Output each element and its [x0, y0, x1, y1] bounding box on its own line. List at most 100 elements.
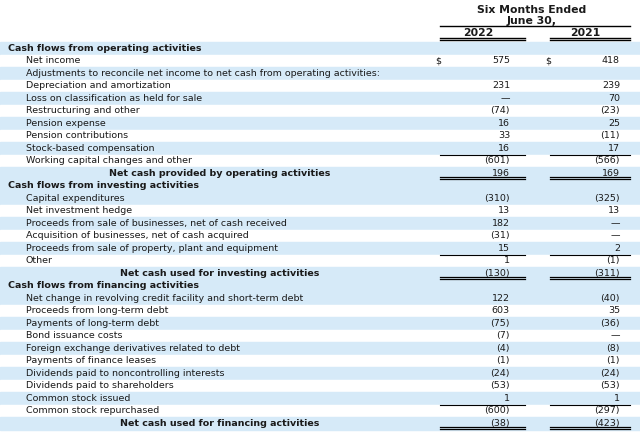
Bar [0, 354, 640, 367]
Text: (297): (297) [595, 406, 620, 415]
Bar [0, 42, 640, 55]
Text: (566): (566) [595, 156, 620, 165]
Text: 70: 70 [608, 94, 620, 103]
Text: 231: 231 [492, 81, 510, 90]
Text: (31): (31) [490, 231, 510, 240]
Text: 33: 33 [498, 131, 510, 140]
Text: Capital expenditures: Capital expenditures [26, 194, 125, 203]
Text: (310): (310) [484, 194, 510, 203]
Text: Proceeds from sale of businesses, net of cash received: Proceeds from sale of businesses, net of… [26, 219, 287, 228]
Text: 13: 13 [498, 206, 510, 215]
Text: Net cash used for financing activities: Net cash used for financing activities [120, 419, 320, 428]
Text: —: — [500, 94, 510, 103]
Text: 1: 1 [504, 256, 510, 265]
Bar [0, 217, 640, 229]
Text: (1): (1) [497, 356, 510, 365]
Bar [0, 117, 640, 129]
Text: 16: 16 [498, 119, 510, 128]
Bar [0, 280, 640, 292]
Text: 575: 575 [492, 56, 510, 65]
Bar [0, 155, 640, 167]
Text: Pension expense: Pension expense [26, 119, 106, 128]
Text: Dividends paid to shareholders: Dividends paid to shareholders [26, 381, 173, 390]
Bar [0, 79, 640, 92]
Text: (24): (24) [490, 369, 510, 378]
Text: Acquisition of businesses, net of cash acquired: Acquisition of businesses, net of cash a… [26, 231, 249, 240]
Text: 25: 25 [608, 119, 620, 128]
Text: Cash flows from operating activities: Cash flows from operating activities [8, 44, 202, 53]
Text: —: — [611, 219, 620, 228]
Bar [0, 305, 640, 317]
Text: (7): (7) [497, 331, 510, 340]
Text: Net cash provided by operating activities: Net cash provided by operating activitie… [109, 169, 331, 178]
Bar [0, 55, 640, 67]
Text: Pension contributions: Pension contributions [26, 131, 128, 140]
Bar [0, 167, 640, 180]
Text: (4): (4) [497, 344, 510, 353]
Bar [0, 392, 640, 405]
Text: 2: 2 [614, 244, 620, 253]
Text: Adjustments to reconcile net income to net cash from operating activities:: Adjustments to reconcile net income to n… [26, 69, 380, 78]
Text: 1: 1 [614, 394, 620, 403]
Text: 239: 239 [602, 81, 620, 90]
Bar [0, 379, 640, 392]
Text: Other: Other [26, 256, 53, 265]
Text: 2022: 2022 [463, 28, 493, 38]
Text: 2021: 2021 [570, 28, 600, 38]
Text: (40): (40) [600, 294, 620, 303]
Text: 35: 35 [608, 306, 620, 315]
Bar [0, 92, 640, 104]
Text: Bond issuance costs: Bond issuance costs [26, 331, 122, 340]
Text: $: $ [435, 56, 441, 65]
Text: (53): (53) [490, 381, 510, 390]
Text: Net change in revolving credit facility and short-term debt: Net change in revolving credit facility … [26, 294, 303, 303]
Text: (423): (423) [595, 419, 620, 428]
Text: Stock-based compensation: Stock-based compensation [26, 144, 154, 153]
Text: (601): (601) [484, 156, 510, 165]
Bar [0, 254, 640, 267]
Text: 603: 603 [492, 306, 510, 315]
Text: (130): (130) [484, 269, 510, 278]
Text: (1): (1) [607, 356, 620, 365]
Text: Cash flows from financing activities: Cash flows from financing activities [8, 281, 199, 290]
Text: $: $ [545, 56, 551, 65]
Text: 16: 16 [498, 144, 510, 153]
Text: Common stock repurchased: Common stock repurchased [26, 406, 159, 415]
Bar [0, 129, 640, 142]
Text: —: — [611, 331, 620, 340]
Text: 1: 1 [504, 394, 510, 403]
Bar [0, 142, 640, 155]
Text: 17: 17 [608, 144, 620, 153]
Text: Working capital changes and other: Working capital changes and other [26, 156, 192, 165]
Text: (311): (311) [595, 269, 620, 278]
Text: June 30,: June 30, [506, 16, 557, 26]
Bar [0, 367, 640, 379]
Text: Net cash used for investing activities: Net cash used for investing activities [120, 269, 320, 278]
Text: 182: 182 [492, 219, 510, 228]
Text: Net investment hedge: Net investment hedge [26, 206, 132, 215]
Text: 418: 418 [602, 56, 620, 65]
Bar [0, 405, 640, 417]
Bar [0, 242, 640, 254]
Text: (23): (23) [600, 106, 620, 115]
Bar [0, 192, 640, 204]
Text: Six Months Ended: Six Months Ended [477, 5, 586, 15]
Text: Dividends paid to noncontrolling interests: Dividends paid to noncontrolling interes… [26, 369, 225, 378]
Bar [0, 329, 640, 342]
Text: Proceeds from long-term debt: Proceeds from long-term debt [26, 306, 168, 315]
Text: 169: 169 [602, 169, 620, 178]
Text: Net income: Net income [26, 56, 81, 65]
Text: Payments of long-term debt: Payments of long-term debt [26, 319, 159, 328]
Bar [0, 292, 640, 305]
Text: 196: 196 [492, 169, 510, 178]
Bar [0, 180, 640, 192]
Text: (75): (75) [490, 319, 510, 328]
Text: Restructuring and other: Restructuring and other [26, 106, 140, 115]
Text: (11): (11) [600, 131, 620, 140]
Text: Depreciation and amortization: Depreciation and amortization [26, 81, 171, 90]
Bar [0, 104, 640, 117]
Text: Proceeds from sale of property, plant and equipment: Proceeds from sale of property, plant an… [26, 244, 278, 253]
Text: (38): (38) [490, 419, 510, 428]
Text: Common stock issued: Common stock issued [26, 394, 131, 403]
Text: (600): (600) [484, 406, 510, 415]
